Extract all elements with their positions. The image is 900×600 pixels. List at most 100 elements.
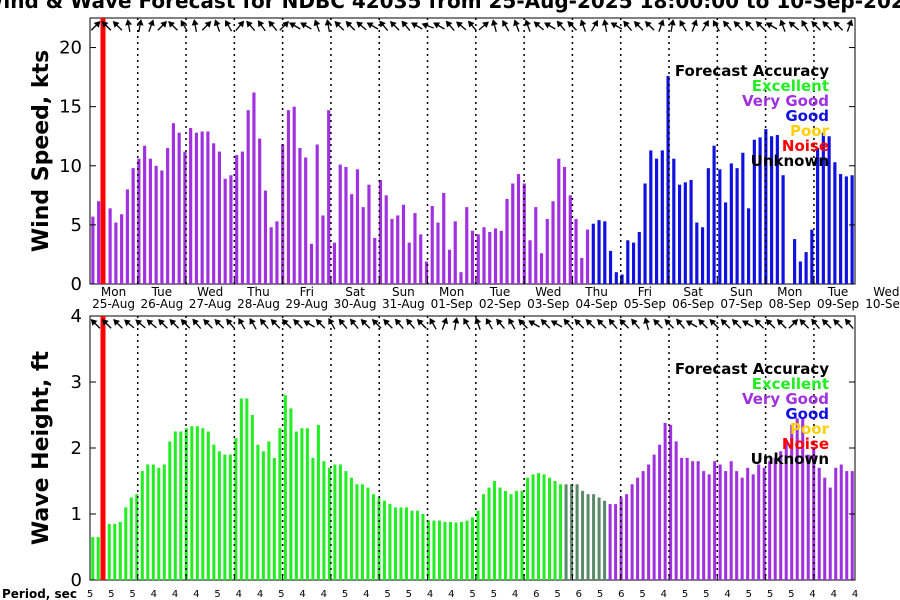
wind-direction-arrow [345,21,356,31]
wind-bar [557,158,561,284]
arrow-head [225,19,232,27]
wind-bar [568,195,572,284]
wind-day-label: Sat [345,285,365,299]
wind-bar [505,198,509,284]
wind-ytick-label: 20 [59,38,82,59]
arrow-head [745,20,752,28]
wind-direction-arrow [180,19,188,32]
arrow-head [101,319,109,326]
period-value: 5 [214,589,220,600]
wind-date-label: 08-Sep [769,297,811,311]
wind-direction-arrow [801,19,809,32]
wave-direction-arrow [338,318,348,330]
arrow-head [608,318,616,326]
wind-bar [407,242,411,284]
arrow-head [844,318,852,326]
wave-legend-item: Good [785,405,829,423]
wave-bar [311,457,315,580]
wind-direction-arrow [623,20,633,32]
wind-bar [666,75,670,285]
wind-bar [574,218,578,284]
arrow-head [799,319,807,326]
wave-legend-item: Noise [782,435,829,453]
wave-bar [366,487,370,580]
wind-direction-arrow [567,21,577,31]
wave-bar [498,487,502,580]
wave-direction-arrow [653,319,663,329]
wave-direction-arrow [643,317,651,330]
arrow-head [356,21,364,29]
period-value: 4 [363,589,369,600]
wind-bar [718,169,722,284]
wind-direction-arrow [679,19,687,32]
wind-direction-arrow [491,19,498,32]
arrow-head [502,19,509,27]
wave-bar [399,507,403,580]
arrow-head [709,319,717,326]
wind-bar [695,222,699,284]
wind-bar [689,179,693,284]
wave-bar [845,471,849,580]
arrow-head [485,317,492,325]
wind-ytick-label: 0 [71,274,82,295]
period-value: 4 [852,589,858,600]
wave-bar [817,467,821,580]
arrow-head [508,317,515,325]
wind-date-label: 04-Sep [575,297,617,311]
wind-day-label: Wed [535,285,561,299]
wave-bar [768,461,772,580]
wind-direction-arrow [445,20,455,32]
arrow-head [463,317,470,325]
wave-direction-arrow [676,318,685,330]
wave-bar [107,523,111,580]
wave-ytick-label: 2 [71,438,82,459]
wave-bar [779,451,783,580]
wind-bar [631,242,636,284]
wave-bar [168,441,172,580]
wind-bar [683,182,687,284]
wave-bar [520,490,524,580]
arrow-head [383,319,390,326]
arrow-head [349,318,357,326]
wind-direction-arrow [658,19,665,32]
wind-bar [459,272,463,284]
arrow-head [633,21,641,28]
wave-bar [707,474,711,580]
arrow-head [360,319,368,326]
wind-bar [528,240,532,284]
wind-bar [223,178,227,284]
arrow-head [579,19,587,27]
arrow-head [416,319,424,326]
arrow-head [406,318,413,326]
wind-bar [741,152,745,284]
wave-direction-arrow [259,318,269,330]
wave-ytick-label: 1 [71,504,82,525]
wave-direction-arrow [303,320,315,328]
arrow-head [180,19,187,27]
wind-bar [390,218,394,284]
wind-day-label: Mon [439,285,464,299]
wave-bar [663,422,667,580]
arrow-head [328,317,335,325]
wind-direction-arrow [334,21,345,31]
wave-bar [790,424,794,580]
wind-direction-arrow [101,21,112,31]
wave-legend-title: Forecast Accuracy [675,360,829,378]
wind-bar [643,183,647,284]
wind-direction-arrow [833,21,844,31]
wind-bar [217,151,221,284]
wave-bar [481,494,486,580]
wind-bar [212,143,216,284]
period-value: 5 [682,589,688,600]
wind-direction-arrow [723,20,732,32]
wind-bar [447,249,452,284]
wind-direction-arrow [811,21,821,31]
arrow-head [491,19,498,26]
wave-direction-arrow [429,317,437,330]
wave-bar [680,457,684,580]
wave-direction-arrow [485,317,493,330]
wind-direction-arrow [468,20,477,32]
period-value: 4 [512,589,518,600]
wind-bar [120,214,124,284]
arrow-head [192,318,199,326]
